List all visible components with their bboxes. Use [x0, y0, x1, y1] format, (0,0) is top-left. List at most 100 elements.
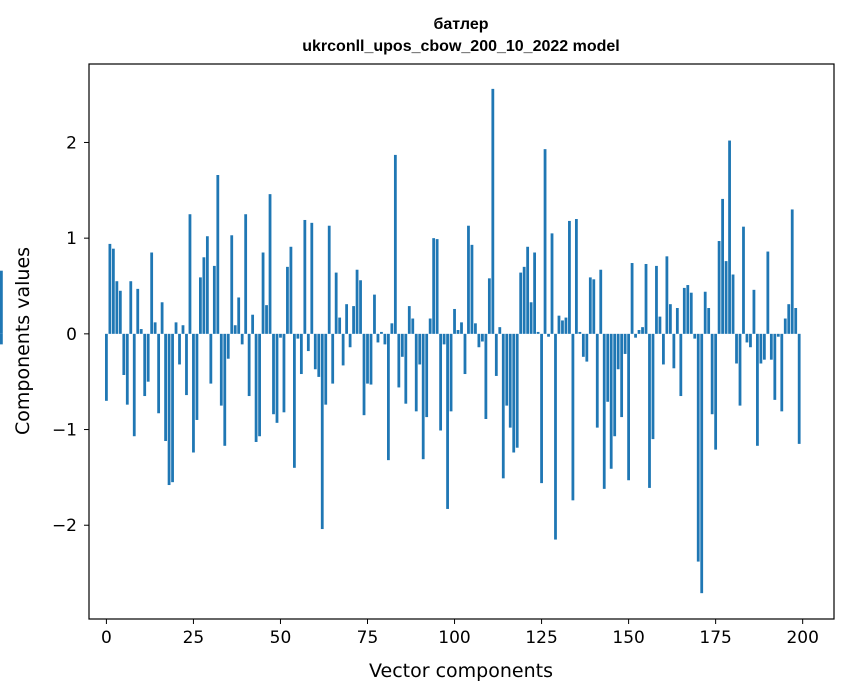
- bar: [453, 308, 456, 334]
- bar: [581, 333, 585, 357]
- bar: [533, 252, 536, 334]
- bar: [700, 333, 704, 594]
- bar: [247, 333, 251, 397]
- bar: [592, 279, 596, 334]
- bar: [735, 333, 738, 364]
- bar: [205, 236, 209, 334]
- bar: [470, 244, 474, 334]
- bar: [564, 317, 568, 334]
- bar: [400, 333, 404, 357]
- bar: [460, 322, 463, 334]
- y-tick-label: 2: [66, 133, 77, 153]
- bar: [651, 333, 655, 440]
- bar: [665, 256, 669, 334]
- bar: [355, 269, 359, 334]
- bar: [411, 318, 415, 334]
- bar: [320, 333, 324, 530]
- bar: [585, 333, 589, 362]
- bar: [414, 333, 418, 412]
- bar: [742, 226, 745, 334]
- bar: [797, 333, 801, 444]
- bar: [268, 194, 272, 334]
- bar: [519, 272, 523, 334]
- bar: [313, 333, 317, 370]
- bar: [226, 333, 230, 359]
- bar: [136, 288, 140, 334]
- chart-title: батлер: [433, 16, 488, 33]
- bar: [261, 252, 265, 334]
- bar: [233, 325, 237, 334]
- bar: [623, 333, 627, 354]
- x-axis-label: Vector components: [369, 660, 553, 682]
- bar: [108, 243, 112, 334]
- x-tick-label: 150: [612, 628, 644, 648]
- bar: [331, 333, 335, 384]
- bar: [393, 154, 397, 334]
- bar: [703, 291, 707, 334]
- y-tick-label: −2: [52, 516, 77, 536]
- bar: [387, 333, 390, 461]
- bar: [150, 252, 154, 334]
- bar: [554, 333, 557, 540]
- y-tick-label: 1: [66, 229, 77, 249]
- bar: [529, 302, 533, 334]
- bar: [279, 333, 282, 338]
- bar: [275, 333, 279, 423]
- bar: [265, 305, 268, 334]
- x-tick-label: 0: [101, 628, 112, 648]
- bar: [595, 333, 599, 428]
- bar: [658, 316, 662, 334]
- bar: [766, 251, 770, 334]
- bar: [762, 333, 766, 360]
- bar: [293, 333, 296, 468]
- bar: [230, 235, 234, 334]
- bar: [794, 308, 798, 334]
- bar: [644, 263, 648, 334]
- plot-frame: [88, 63, 835, 620]
- bar: [188, 214, 192, 334]
- bar: [787, 304, 791, 334]
- bar: [550, 233, 554, 334]
- bar: [721, 198, 724, 334]
- bar: [616, 333, 620, 370]
- bar: [425, 333, 429, 418]
- bar: [324, 333, 328, 405]
- x-tick-label: 125: [525, 628, 557, 648]
- bar: [432, 238, 436, 334]
- bar: [299, 333, 303, 375]
- bar: [463, 333, 467, 375]
- bar: [728, 140, 731, 334]
- bar: [442, 333, 446, 345]
- bar: [366, 333, 369, 384]
- bar: [491, 88, 495, 334]
- bar: [373, 294, 376, 334]
- bar: [749, 333, 752, 348]
- bar: [672, 333, 676, 369]
- bar: [254, 333, 258, 442]
- bar: [160, 302, 164, 334]
- bar: [679, 333, 683, 397]
- bar: [543, 149, 547, 334]
- bar: [637, 330, 641, 334]
- bar: [376, 333, 380, 343]
- bar: [240, 333, 244, 345]
- bar-series: [0, 88, 801, 594]
- bar: [686, 285, 690, 334]
- bar: [780, 333, 784, 412]
- chart-subtitle: ukrconll_upos_cbow_200_10_2022 model: [302, 38, 619, 55]
- bar: [258, 333, 261, 437]
- x-tick-label: 50: [270, 628, 292, 648]
- bar: [407, 306, 411, 334]
- bar: [146, 333, 150, 382]
- bar: [487, 278, 491, 334]
- bar: [341, 333, 345, 366]
- bar: [418, 333, 422, 365]
- bar: [286, 266, 289, 334]
- bar: [630, 263, 634, 334]
- bar: [317, 333, 321, 377]
- bar: [192, 333, 195, 453]
- bar: [362, 333, 366, 416]
- bar: [157, 333, 161, 414]
- bar: [449, 333, 453, 412]
- bar: [609, 333, 613, 469]
